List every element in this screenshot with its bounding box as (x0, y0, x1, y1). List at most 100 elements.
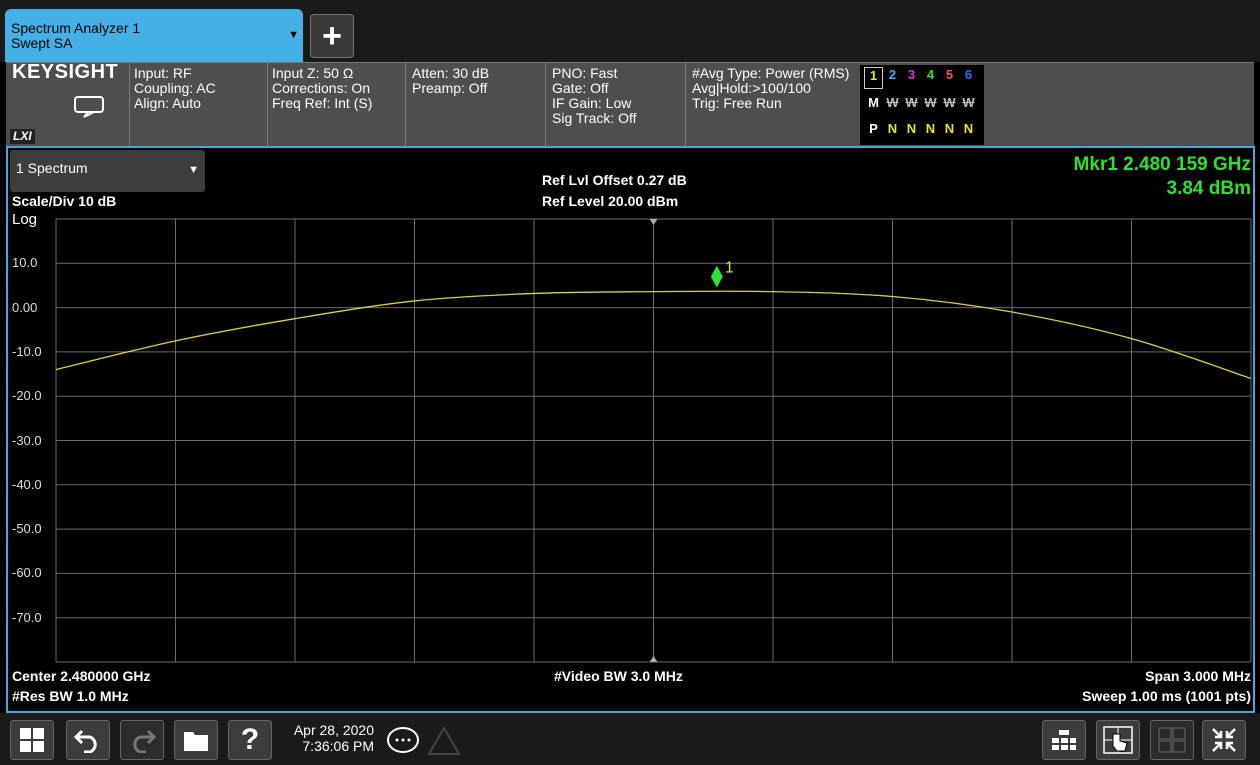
trace-det-prefix: P (869, 121, 878, 136)
y-tick-label: 0.00 (12, 299, 38, 315)
ref-offset: Ref Lvl Offset 0.27 dB (542, 172, 687, 188)
time: 7:36:06 PM (302, 738, 374, 754)
grid-layout-icon (1052, 730, 1076, 750)
resolution-bandwidth: #Res BW 1.0 MHz (12, 688, 129, 704)
trace-mode: W (905, 95, 918, 110)
trace-number: 4 (926, 67, 935, 82)
pno-value: PNO: Fast (552, 65, 618, 81)
touch-hand-icon (1103, 726, 1133, 754)
ref-top-triangle (649, 219, 658, 225)
minimize-view-button[interactable] (1202, 720, 1246, 760)
freq-ref-value: Freq Ref: Int (S) (272, 95, 373, 111)
trace-status-grid[interactable]: 1 2 3 4 5 6 M W W W W W P N N N N N (860, 65, 984, 145)
y-tick-label: -30.0 (12, 432, 42, 448)
y-tick-label: -60.0 (12, 565, 42, 581)
spectrum-window[interactable]: 1 1 Spectrum ▼ Scale/Div 10 dB Log Ref L… (6, 146, 1255, 713)
multi-window-button[interactable] (1150, 720, 1194, 760)
y-tick-label: 10.0 (12, 255, 38, 271)
date-time: Apr 28, 2020 7:36:06 PM (270, 722, 374, 754)
tab-spectrum-analyzer[interactable]: Spectrum Analyzer 1 Swept SA ▼ (5, 9, 303, 62)
align-value: Align: Auto (134, 95, 201, 111)
redo-icon (133, 729, 156, 753)
trace-mode: W (886, 95, 899, 110)
trace-number: 6 (964, 67, 973, 82)
trace-detector: N (887, 121, 898, 136)
marker-frequency: Mkr1 2.480 159 GHz (1073, 154, 1251, 175)
lxi-logo: LXI (10, 129, 35, 144)
add-tab-button[interactable]: + (310, 14, 354, 58)
coupling-value: Coupling: AC (134, 80, 216, 96)
gate-value: Gate: Off (552, 80, 609, 96)
help-button[interactable]: ? (228, 720, 272, 760)
average-settings[interactable]: #Avg Type: Power (RMS) Avg|Hold:>100/100… (686, 63, 860, 147)
input-settings[interactable]: Input: RF Coupling: AC Align: Auto (130, 63, 268, 147)
folder-icon (184, 732, 208, 751)
warning-indicator (426, 725, 462, 757)
tab-dropdown-icon[interactable]: ▼ (288, 29, 299, 41)
avg-type-value: #Avg Type: Power (RMS) (692, 65, 850, 81)
window-selector[interactable]: 1 Spectrum ▼ (10, 150, 205, 192)
trace-detector: N (906, 121, 917, 136)
windows-start-button[interactable] (10, 720, 54, 760)
input-z-value: Input Z: 50 Ω (272, 65, 354, 81)
span: Span 3.000 MHz (1145, 668, 1251, 684)
touch-mode-button[interactable] (1096, 720, 1140, 760)
avg-hold-value: Avg|Hold:>100/100 (692, 80, 811, 96)
input-value: Input: RF (134, 65, 192, 81)
ref-level: Ref Level 20.00 dBm (542, 193, 679, 209)
tab-subtitle: Swept SA (11, 35, 73, 51)
redo-button[interactable] (120, 720, 164, 760)
log-label: Log (12, 211, 38, 228)
trace-mode-prefix: M (868, 95, 879, 110)
window-name: 1 Spectrum (16, 160, 88, 176)
corrections-value: Corrections: On (272, 80, 371, 96)
keysight-logo: KEYSIGHT (12, 61, 119, 83)
sig-track-value: Sig Track: Off (552, 110, 637, 126)
y-tick-label: -10.0 (12, 343, 42, 359)
trace-number: 5 (945, 67, 954, 82)
trace-mode: W (962, 95, 975, 110)
collapse-arrows-icon (1212, 728, 1236, 752)
ref-bottom-triangle (649, 656, 658, 662)
sweep-settings[interactable]: PNO: Fast Gate: Off IF Gain: Low Sig Tra… (546, 63, 686, 147)
message-button[interactable] (385, 725, 421, 757)
taskbar: ? Apr 28, 2020 7:36:06 PM (0, 713, 1260, 765)
windows-icon (20, 728, 44, 752)
dropdown-icon: ▼ (188, 164, 199, 176)
marker-1-label: 1 (725, 260, 734, 277)
if-gain-value: IF Gain: Low (552, 95, 632, 111)
brand-area: KEYSIGHT LXI (6, 61, 130, 147)
trigger-value: Trig: Free Run (692, 95, 782, 111)
warning-triangle-icon (427, 725, 461, 755)
center-frequency: Center 2.480000 GHz (12, 668, 151, 684)
trace-1-line (55, 290, 1252, 380)
undo-button[interactable] (66, 720, 110, 760)
date: Apr 28, 2020 (293, 722, 374, 738)
scale-div: Scale/Div 10 dB (12, 193, 117, 209)
y-tick-label: -20.0 (12, 388, 42, 404)
layout-button[interactable] (1042, 720, 1086, 760)
attenuation-settings[interactable]: Atten: 30 dB Preamp: Off (406, 63, 546, 147)
file-button[interactable] (174, 720, 218, 760)
y-tick-label: -40.0 (12, 476, 42, 492)
trace-detector: N (944, 121, 955, 136)
tab-title: Spectrum Analyzer 1 (11, 20, 141, 36)
trace-detector: N (925, 121, 936, 136)
video-bandwidth: #Video BW 3.0 MHz (554, 668, 683, 684)
impedance-settings[interactable]: Input Z: 50 Ω Corrections: On Freq Ref: … (268, 63, 406, 147)
y-tick-label: -50.0 (12, 521, 42, 537)
chat-bubble-icon (387, 727, 419, 753)
marker-amplitude: 3.84 dBm (1166, 178, 1251, 199)
trace-numbers: 1 2 3 4 5 6 (864, 67, 984, 89)
trace-detector: N (963, 121, 974, 136)
window-grid-icon (1158, 727, 1186, 753)
remote-display-icon[interactable] (74, 96, 106, 118)
trace-number: 2 (888, 67, 897, 82)
trace-detectors: P N N N N N (864, 121, 984, 143)
trace-mode: W (943, 95, 956, 110)
atten-value: Atten: 30 dB (412, 65, 490, 81)
spectrum-plot[interactable]: 1 (8, 148, 1253, 711)
trace-mode: W (924, 95, 937, 110)
trace-number: 1 (864, 67, 883, 89)
trace-modes: M W W W W W (864, 95, 984, 117)
